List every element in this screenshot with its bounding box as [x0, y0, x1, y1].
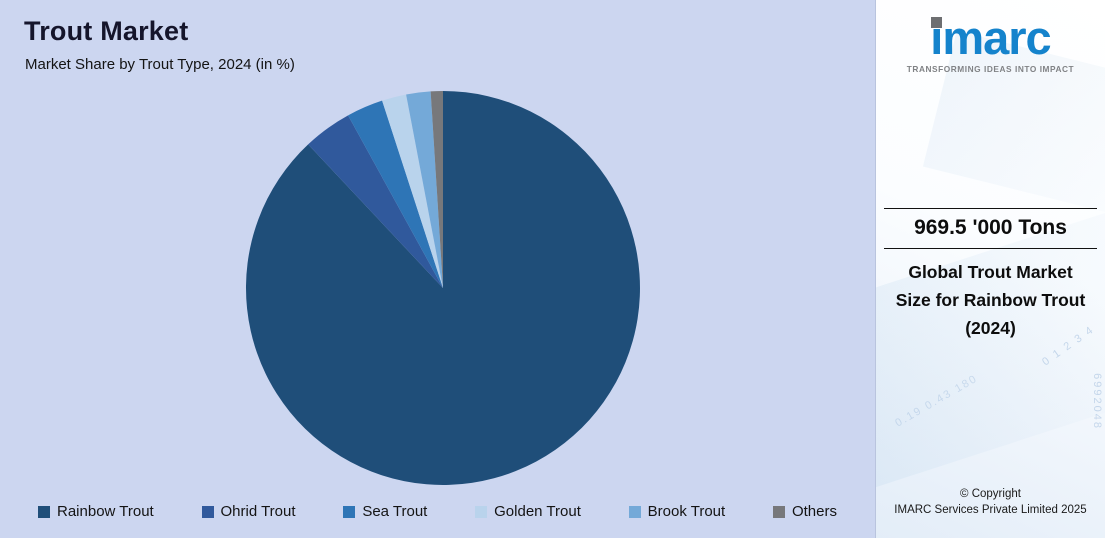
pie-slice-brook-trout [406, 91, 443, 288]
legend-item: Golden Trout [475, 503, 581, 520]
stat-label: Global Trout Market Size for Rainbow Tro… [882, 258, 1099, 342]
legend-item: Rainbow Trout [38, 503, 154, 520]
page-subtitle: Market Share by Trout Type, 2024 (in %) [25, 56, 295, 73]
legend-marker [38, 505, 50, 518]
copyright: © Copyright IMARC Services Private Limit… [876, 486, 1105, 518]
copyright-line: IMARC Services Private Limited 2025 [894, 504, 1087, 516]
legend-marker [201, 505, 214, 518]
imarc-logo-square-icon [931, 17, 943, 28]
stat-label-line: Global Trout Market [908, 262, 1073, 282]
legend-item: Brook Trout [628, 503, 726, 520]
pie-slice-rainbow-trout [245, 91, 640, 485]
stat-value: 969.5 '000 Tons [914, 216, 1067, 239]
imarc-tagline: TRANSFORMING IDEAS INTO IMPACT [906, 64, 1075, 74]
pie-slice-others [430, 91, 443, 288]
legend-marker [475, 505, 488, 518]
legend: Rainbow Trout Ohrid Trout Sea Trout Golden … [0, 503, 875, 520]
legend-label: Rainbow Trout [57, 503, 154, 520]
stat-label-line: Size for Rainbow Trout [895, 290, 1086, 310]
legend-item: Others [772, 503, 837, 520]
legend-label: Golden Trout [494, 503, 581, 520]
legend-item: Sea Trout [343, 503, 427, 520]
pie-chart-svg [245, 91, 640, 485]
pie-slice-golden-trout [382, 94, 443, 289]
decorative-numbers: 0.19 0.43 180 [893, 372, 981, 430]
legend-label: Brook Trout [647, 503, 726, 520]
pie-slice-ohrid-trout [308, 115, 443, 288]
imarc-logo-block: imarc TRANSFORMING IDEAS INTO IMPACT [886, 14, 1095, 74]
legend-marker [772, 505, 785, 518]
pie-chart [233, 78, 653, 498]
stat-block: 969.5 '000 Tons [884, 208, 1097, 249]
stat-label-line: (2024) [965, 318, 1016, 338]
stat-rule-top [884, 208, 1097, 209]
copyright-line: © Copyright [960, 488, 1021, 500]
page-title: Trout Market [24, 16, 189, 46]
imarc-logo-text: imarc [930, 11, 1051, 64]
chart-area: Trout Market Market Share by Trout Type,… [0, 16, 875, 520]
sidebar: 0 1 2 3 4 6992048 0.19 0.43 180 imarc TR… [875, 0, 1105, 538]
stat-rule-bottom [884, 248, 1097, 249]
imarc-logo: imarc [930, 11, 1051, 64]
legend-label: Others [791, 503, 837, 520]
decorative-numbers: 6992048 [1091, 373, 1103, 430]
legend-label: Ohrid Trout [220, 503, 296, 520]
legend-item: Ohrid Trout [201, 503, 296, 520]
legend-marker [628, 505, 641, 518]
legend-label: Sea Trout [362, 503, 428, 520]
legend-marker [343, 505, 356, 518]
pie-slice-sea-trout [348, 100, 443, 288]
